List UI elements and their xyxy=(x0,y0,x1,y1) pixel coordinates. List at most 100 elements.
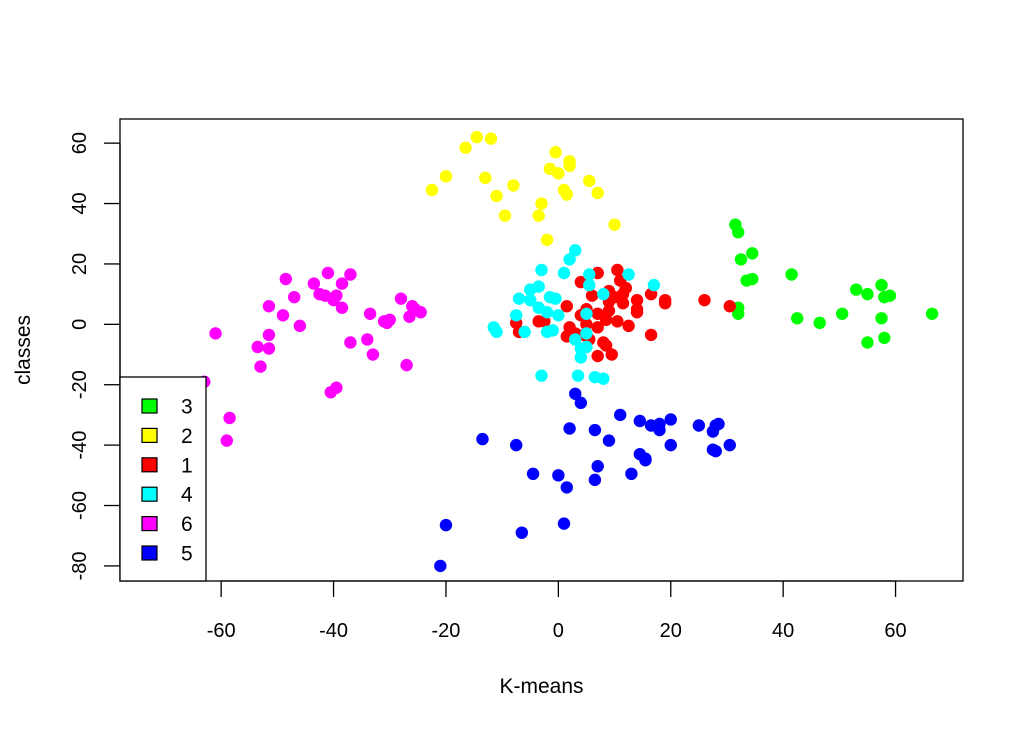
data-point-class-3 xyxy=(875,312,888,325)
data-point-class-6 xyxy=(335,301,349,314)
data-point-class-4 xyxy=(490,325,503,339)
data-point-class-2 xyxy=(549,146,562,159)
data-point-class-4 xyxy=(540,306,554,319)
data-point-class-2 xyxy=(532,209,545,222)
x-tick-label: 40 xyxy=(772,620,794,642)
data-point-class-5 xyxy=(569,387,582,400)
data-point-class-3 xyxy=(746,272,759,286)
data-point-class-3 xyxy=(813,316,826,330)
data-point-class-3 xyxy=(883,289,897,302)
data-point-class-2 xyxy=(507,179,520,192)
legend-swatch-1 xyxy=(141,457,158,473)
data-point-class-2 xyxy=(608,218,621,231)
data-point-class-2 xyxy=(479,171,492,185)
data-point-class-2 xyxy=(470,130,484,144)
data-point-class-1 xyxy=(611,263,624,277)
data-point-class-5 xyxy=(639,454,652,467)
data-point-class-4 xyxy=(563,253,576,266)
data-point-class-3 xyxy=(785,268,798,281)
data-point-class-5 xyxy=(653,423,666,437)
legend-box xyxy=(119,376,207,582)
legend-label-3: 3 xyxy=(181,396,193,419)
data-point-class-5 xyxy=(664,413,677,426)
data-point-class-1 xyxy=(599,313,613,327)
plot-frame xyxy=(119,118,964,582)
axes-layer: -60 -40 -20 0 20 40 60 -80 -60 -40 -20 0 20 40 60 xyxy=(69,132,907,642)
data-point-class-1 xyxy=(580,318,593,331)
data-point-class-3 xyxy=(878,331,891,345)
data-point-class-3 xyxy=(746,247,759,260)
data-point-class-6 xyxy=(251,340,264,354)
data-point-class-2 xyxy=(552,167,565,180)
data-point-class-6 xyxy=(307,277,321,290)
data-point-class-4 xyxy=(580,307,593,320)
data-point-class-1 xyxy=(616,296,630,310)
data-point-class-1 xyxy=(585,289,599,302)
data-point-class-4 xyxy=(647,278,661,292)
x-tick-label: 60 xyxy=(884,620,906,642)
data-point-class-2 xyxy=(583,174,596,188)
data-point-class-4 xyxy=(569,333,582,346)
data-point-class-5 xyxy=(515,526,529,539)
data-point-class-1 xyxy=(599,339,613,352)
data-point-class-3 xyxy=(732,226,745,239)
data-point-class-6 xyxy=(380,316,394,330)
data-point-class-4 xyxy=(518,325,531,339)
data-point-class-1 xyxy=(698,293,711,307)
data-point-class-3 xyxy=(791,312,804,325)
x-axis-label: K-means xyxy=(499,675,583,698)
data-point-class-5 xyxy=(706,425,720,438)
y-tick-label: 40 xyxy=(69,192,91,214)
data-point-class-4 xyxy=(569,244,582,257)
data-point-class-2 xyxy=(591,186,604,200)
x-tick-label: -60 xyxy=(207,620,236,642)
data-point-class-4 xyxy=(622,268,635,281)
y-tick-label: 0 xyxy=(69,319,91,330)
data-point-class-2 xyxy=(560,188,573,201)
data-point-class-3 xyxy=(732,307,745,320)
x-tick-label: -40 xyxy=(319,620,348,642)
data-point-class-1 xyxy=(611,315,624,328)
legend-label-5: 5 xyxy=(181,543,193,566)
data-point-class-1 xyxy=(658,296,672,310)
data-point-class-6 xyxy=(223,411,236,425)
data-point-class-6 xyxy=(262,342,276,355)
data-point-class-1 xyxy=(591,349,604,363)
data-point-class-6 xyxy=(276,309,290,322)
x-tick-label: 0 xyxy=(553,620,564,642)
y-tick-label: -80 xyxy=(69,551,91,580)
data-point-class-3 xyxy=(835,307,849,320)
data-point-class-5 xyxy=(613,408,627,422)
data-point-class-6 xyxy=(262,300,276,313)
data-point-class-6 xyxy=(363,307,377,320)
data-point-class-5 xyxy=(723,438,736,452)
data-point-class-5 xyxy=(510,438,523,452)
data-point-class-4 xyxy=(546,324,559,337)
y-tick-label: -20 xyxy=(69,370,91,399)
data-point-class-1 xyxy=(644,328,658,342)
data-point-class-6 xyxy=(394,292,408,305)
data-point-class-4 xyxy=(549,292,562,305)
data-point-class-6 xyxy=(321,266,335,280)
data-point-class-5 xyxy=(552,469,565,482)
legend-swatch-6 xyxy=(141,515,158,532)
data-point-class-4 xyxy=(552,309,565,322)
data-point-class-4 xyxy=(583,268,596,281)
data-point-class-5 xyxy=(574,396,588,410)
legend-swatch-2 xyxy=(141,427,158,443)
data-point-class-4 xyxy=(571,369,585,382)
x-tick-label: -20 xyxy=(432,620,461,642)
data-point-class-4 xyxy=(510,309,523,322)
data-point-class-4 xyxy=(524,293,537,307)
data-point-class-5 xyxy=(692,419,706,432)
x-tick-label: 20 xyxy=(660,620,682,642)
data-point-class-1 xyxy=(560,300,573,313)
data-point-class-5 xyxy=(434,559,447,573)
data-point-class-6 xyxy=(335,277,349,290)
data-point-class-2 xyxy=(425,183,439,197)
legend-label-6: 6 xyxy=(181,513,193,536)
y-tick-label: -60 xyxy=(69,491,91,520)
data-point-class-6 xyxy=(344,268,357,281)
data-point-class-6 xyxy=(344,336,357,349)
